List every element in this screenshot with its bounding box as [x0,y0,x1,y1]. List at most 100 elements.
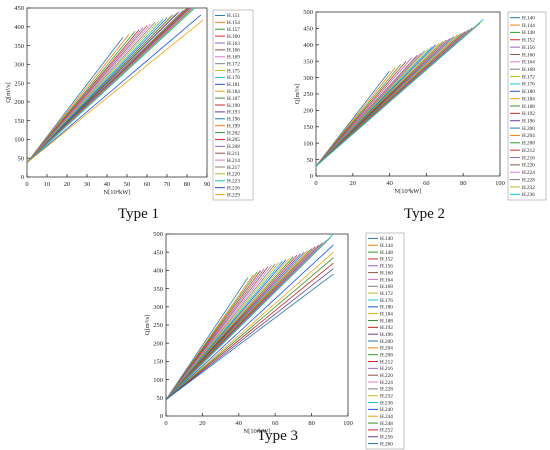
y-tick-label: 350 [303,58,313,65]
series-line [27,14,202,164]
legend-label: H.226 [227,185,240,191]
legend-label: H.176 [380,298,393,304]
legend-label: H.205 [227,137,240,143]
legend-label: H.172 [522,74,535,80]
legend-label: H.236 [380,400,393,406]
series-line [316,18,484,167]
y-tick-label: 450 [14,5,24,12]
legend-label: H.144 [522,23,535,29]
y-tick-label: 500 [303,9,313,16]
x-tick-label: 0 [164,420,167,427]
legend-label: H.172 [380,291,393,297]
legend-label: H.175 [227,68,240,74]
y-tick-label: 250 [303,91,313,98]
series-group [166,234,334,400]
y-tick-label: 0 [21,174,24,181]
x-axis-label: N[10⁴kW] [103,189,130,196]
chart-panel-2: 0 20 40 60 80 100 0 50 100 150 200 250 300 350 400 450 5… [294,9,547,201]
y-tick-label: 200 [153,340,163,347]
y-tick-label: 100 [153,377,163,384]
series-line [166,262,334,400]
legend-label: H.193 [227,110,240,116]
legend-label: H.140 [380,236,393,242]
x-tick-label: 40 [386,180,393,187]
series-line [27,34,130,163]
legend-label: H.228 [522,177,535,183]
y-tick-label: 150 [153,359,163,366]
legend-label: H.140 [522,15,535,21]
y-tick-label: 0 [160,413,163,420]
y-tick-label: 200 [303,108,313,115]
legend-label: H.208 [522,141,535,147]
legend-label: H.216 [380,366,393,372]
series-line [166,268,334,400]
legend-label: H.224 [522,170,535,176]
legend-label: H.220 [380,373,393,379]
x-tick-label: 60 [272,420,279,427]
legend-label: H.217 [227,165,240,171]
x-tick-label: 100 [343,420,353,427]
legend-label: H.181 [227,82,240,88]
legend-label: H.211 [227,151,240,157]
x-tick-label: 10 [44,181,51,188]
y-tick-label: 250 [153,322,163,329]
legend-label: H.169 [227,55,240,61]
legend-label: H.244 [380,414,393,420]
legend-label: H.212 [380,359,393,365]
y-tick-label: 100 [14,137,24,144]
legend-label: H.202 [227,130,240,136]
legend-label: H.160 [227,34,240,40]
y-tick-label: 300 [153,304,163,311]
y-tick-label: 50 [307,157,314,164]
y-tick-label: 350 [14,43,24,50]
series-line [166,244,334,400]
legend-label: H.252 [380,428,393,434]
y-tick-label: 300 [303,75,313,82]
legend-label: H.232 [380,394,393,400]
x-tick-label: 90 [204,181,211,188]
legend-label: H.212 [522,148,535,154]
x-tick-label: 20 [64,181,71,188]
legend-label: H.196 [380,332,393,338]
legend-label: H.178 [227,75,240,81]
y-axis-label: Q[m³/s] [294,84,301,104]
y-tick-label: 400 [14,24,24,31]
x-tick-label: 60 [423,180,430,187]
legend-label: H.152 [522,38,535,44]
y-tick-label: 100 [303,140,313,147]
legend-label: H.260 [380,441,393,447]
y-tick-label: 150 [303,124,313,131]
legend-label: H.180 [522,89,535,95]
x-tick-label: 50 [124,181,131,188]
legend-label: H.220 [227,172,240,178]
y-tick-label: 400 [303,42,313,49]
legend-label: H.176 [522,82,535,88]
x-tick-label: 80 [460,180,467,187]
y-tick-label: 300 [14,62,24,69]
legend-label: H.200 [380,339,393,345]
legend-label: H.148 [522,30,535,36]
y-tick-label: 200 [14,99,24,106]
legend-label: H.160 [522,52,535,58]
series-group [316,18,484,167]
series-line [166,277,249,400]
legend-label: H.154 [227,20,240,26]
legend-label: H.224 [380,380,393,386]
legend-label: H.184 [227,89,240,95]
legend-label: H.172 [227,61,240,67]
x-tick-label: 40 [236,420,243,427]
legend-label: H.204 [522,133,535,139]
legend-label: H.190 [227,103,240,109]
x-tick-label: 0 [314,180,317,187]
y-tick-label: 500 [153,231,163,238]
legend-label: H.192 [522,111,535,117]
y-tick-label: 0 [310,173,313,180]
legend-label: H.236 [522,192,535,198]
series-line [166,234,334,400]
y-axis-label: Q[m³/s] [5,82,12,102]
y-tick-label: 50 [18,155,25,162]
y-tick-label: 50 [157,395,164,402]
legend-label: H.163 [227,41,240,47]
legend-label: H.223 [227,179,240,185]
caption-type-1: Type 1 [118,206,160,222]
